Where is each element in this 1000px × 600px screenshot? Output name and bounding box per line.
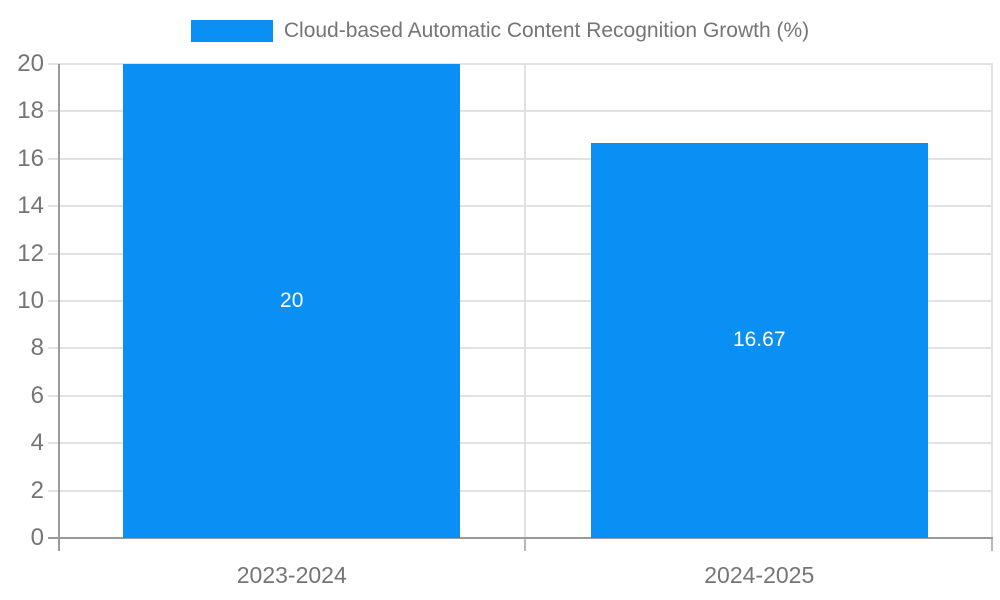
gridline-y-6 (48, 394, 993, 397)
gridline-y-2 (48, 489, 993, 492)
y-axis-tick-label: 12 (17, 239, 44, 267)
y-axis-line (58, 64, 60, 551)
gridline-y-4 (48, 442, 993, 445)
x-axis-category-label: 2023-2024 (236, 562, 347, 588)
legend-swatch (190, 20, 273, 42)
y-axis-tick-label: 16 (17, 144, 44, 172)
x-axis-tick-mark (523, 538, 526, 551)
bar-value-label: 16.67 (732, 328, 786, 352)
gridline-y-8 (48, 347, 993, 350)
plot-right-border (991, 64, 993, 538)
chart-legend[interactable]: Cloud-based Automatic Content Recognitio… (0, 16, 1000, 46)
gridline-y-14 (48, 205, 993, 208)
y-axis-tick-label: 18 (17, 97, 44, 125)
bar-2024-2025[interactable]: 16.67 (590, 142, 928, 538)
y-axis-tick-label: 0 (30, 524, 44, 551)
y-axis-tick-label: 14 (17, 192, 44, 220)
bar-value-label: 20 (280, 289, 304, 312)
y-axis-tick-label: 6 (30, 381, 44, 409)
legend-label: Cloud-based Automatic Content Recognitio… (283, 19, 810, 42)
gridline-y-12 (48, 252, 993, 255)
y-axis-tick-label: 4 (30, 429, 44, 457)
plot-area: 0 2 4 6 8 10 12 14 16 18 20 20 2023-2024 16.67 2024-20… (17, 50, 993, 588)
x-axis-line (48, 537, 993, 539)
y-axis-tick-label: 10 (17, 287, 44, 314)
x-axis-category-label: 2024-2025 (704, 562, 815, 588)
y-axis-tick-label: 20 (17, 50, 44, 77)
gridline-y-18 (48, 110, 993, 113)
y-axis-tick-label: 2 (30, 476, 44, 504)
gridline-y-16 (48, 157, 993, 160)
gridline-y-20 (48, 63, 993, 65)
x-axis-tick-mark (991, 538, 993, 551)
gridline-y-10 (48, 300, 993, 302)
y-axis-tick-label: 8 (30, 334, 44, 362)
bar-2023-2024[interactable]: 20 (123, 64, 461, 538)
gridline-category-boundary (523, 64, 526, 538)
